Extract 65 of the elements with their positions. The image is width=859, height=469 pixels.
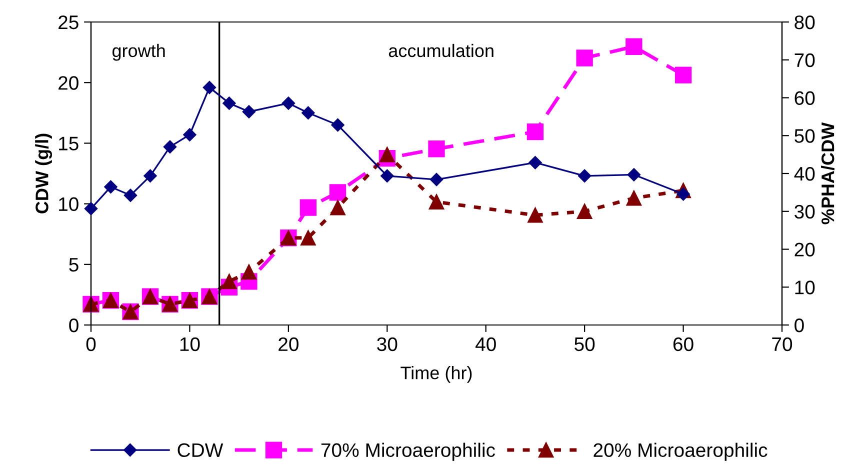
legend-label: CDW — [178, 443, 224, 458]
point — [242, 105, 256, 118]
y-tick-label: 5 — [69, 258, 78, 272]
y2-tick-label: 0 — [794, 318, 804, 332]
point — [124, 188, 138, 202]
y2-tick-label: 50 — [794, 129, 815, 143]
y2-tick-label: 20 — [794, 242, 815, 256]
point — [626, 38, 642, 55]
x-tick-label: 40 — [475, 337, 496, 352]
point — [282, 96, 296, 110]
y-axis-title: CDW (g/l) — [35, 134, 52, 214]
y-tick-label: 20 — [58, 76, 78, 90]
point — [674, 66, 692, 84]
y-tick-label: 15 — [59, 136, 78, 150]
point — [331, 118, 344, 132]
point — [222, 96, 236, 110]
point — [576, 50, 593, 66]
point — [330, 200, 346, 216]
point — [300, 199, 317, 216]
point — [302, 106, 315, 120]
point — [329, 184, 346, 201]
point — [380, 146, 395, 162]
point — [144, 169, 157, 183]
x-axis-title: Time (hr) — [400, 366, 472, 383]
point — [241, 264, 257, 280]
point — [104, 180, 118, 194]
point — [528, 208, 543, 223]
point — [183, 128, 196, 142]
point — [428, 140, 445, 158]
point — [626, 190, 642, 206]
point — [300, 230, 316, 246]
point — [676, 188, 690, 201]
point — [430, 172, 444, 186]
point — [222, 274, 237, 290]
point — [84, 202, 98, 216]
y-tick-label: 0 — [69, 318, 78, 332]
x-tick-label: 50 — [574, 337, 595, 352]
x-tick-label: 0 — [86, 337, 96, 352]
point — [428, 194, 444, 210]
point — [202, 80, 216, 94]
point — [163, 140, 177, 154]
point — [380, 169, 394, 183]
y2-tick-label: 30 — [794, 204, 815, 219]
annotation: accumulation — [388, 44, 494, 58]
x-tick-label: 70 — [772, 337, 792, 352]
annotation: growth — [112, 44, 165, 61]
x-tick-label: 10 — [180, 337, 200, 352]
y2-tick-label: 60 — [794, 91, 815, 105]
point — [578, 169, 592, 183]
point — [526, 124, 544, 140]
y2-axis-title: %PHA/CDW — [820, 122, 834, 224]
y-tick-label: 25 — [58, 15, 78, 30]
y2-tick-label: 80 — [794, 15, 815, 30]
x-tick-label: 30 — [377, 337, 398, 352]
legend-label: 20% Microaerophilic — [594, 442, 768, 461]
y2-tick-label: 40 — [794, 166, 815, 181]
y2-tick-label: 70 — [794, 53, 815, 68]
point — [576, 204, 592, 220]
x-tick-label: 60 — [673, 337, 694, 352]
point — [627, 168, 641, 182]
y2-tick-label: 10 — [795, 280, 815, 294]
x-tick-label: 20 — [278, 337, 298, 352]
y-tick-label: 10 — [59, 197, 78, 212]
point — [528, 156, 542, 170]
legend-label: 70% Microaerophilic — [321, 442, 495, 461]
